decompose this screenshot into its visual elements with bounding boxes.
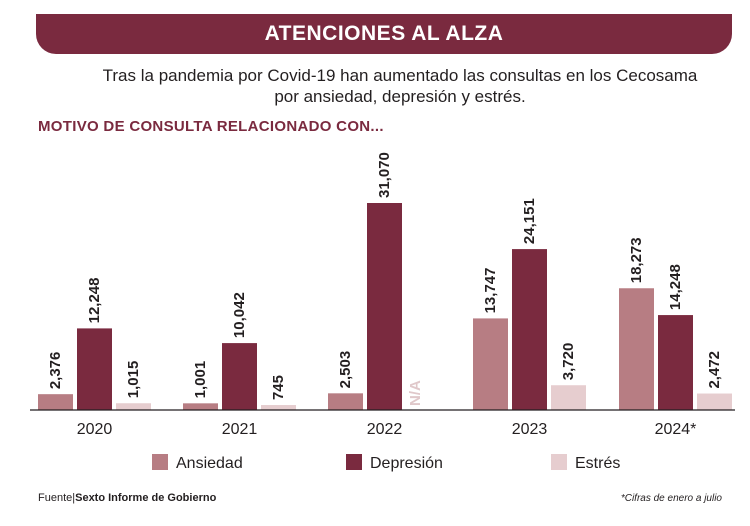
data-label: 1,001 <box>192 361 209 399</box>
source-name: Sexto Informe de Gobierno <box>75 492 217 504</box>
subtitle-line-2: por ansiedad, depresión y estrés. <box>274 87 526 106</box>
bar-ansiedad-2020 <box>38 394 73 410</box>
legend-swatch-ansiedad <box>152 454 168 470</box>
chart-subtitle: Tras la pandemia por Covid-19 han aument… <box>60 65 740 107</box>
source-prefix: Fuente| <box>38 492 76 504</box>
data-label: 24,151 <box>521 198 538 244</box>
bar-estrés-2020 <box>116 403 151 410</box>
bar-estrés-2021 <box>261 405 296 410</box>
bar-estrés-2024 <box>697 393 732 410</box>
data-label: 2,503 <box>337 351 354 389</box>
bar-ansiedad-2024 <box>619 288 654 410</box>
chart-title: ATENCIONES AL ALZA <box>264 22 504 45</box>
x-tick-label: 2020 <box>77 421 113 438</box>
bar-depresión-2022 <box>367 203 402 410</box>
section-title: MOTIVO DE CONSULTA RELACIONADO CON... <box>38 118 384 135</box>
legend-label: Ansiedad <box>176 455 243 472</box>
legend-label: Depresión <box>370 455 443 472</box>
data-label: 2,472 <box>706 351 723 389</box>
source-credit: Fuente|Sexto Informe de Gobierno <box>38 492 216 504</box>
data-label: 13,747 <box>482 268 499 314</box>
title-banner: ATENCIONES AL ALZA <box>36 14 732 54</box>
data-label: 31,070 <box>376 152 393 198</box>
data-label: 12,248 <box>86 278 103 324</box>
bar-depresión-2021 <box>222 343 257 410</box>
x-tick-label: 2022 <box>367 421 403 438</box>
data-label: 2,376 <box>47 352 64 390</box>
bar-estrés-2023 <box>551 385 586 410</box>
x-tick-label: 2021 <box>222 421 258 438</box>
data-label: 1,015 <box>125 361 142 399</box>
data-label: 745 <box>270 375 287 400</box>
legend-swatch-estrés <box>551 454 567 470</box>
bar-depresión-2024 <box>658 315 693 410</box>
data-label: 10,042 <box>231 292 248 338</box>
x-tick-label: 2024* <box>655 421 697 438</box>
x-tick-label: 2023 <box>512 421 548 438</box>
data-label: 3,720 <box>560 343 577 381</box>
bar-ansiedad-2022 <box>328 393 363 410</box>
legend-swatch-depresión <box>346 454 362 470</box>
data-label: 14,248 <box>667 264 684 310</box>
bar-depresión-2023 <box>512 249 547 410</box>
bar-ansiedad-2021 <box>183 403 218 410</box>
subtitle-line-1: Tras la pandemia por Covid-19 han aument… <box>102 66 698 85</box>
bar-ansiedad-2023 <box>473 318 508 410</box>
footnote: *Cifras de enero a julio <box>620 493 722 504</box>
legend-label: Estrés <box>575 455 620 472</box>
data-label-na: N/A <box>407 380 424 406</box>
bar-depresión-2020 <box>77 328 112 410</box>
data-label: 18,273 <box>628 237 645 283</box>
